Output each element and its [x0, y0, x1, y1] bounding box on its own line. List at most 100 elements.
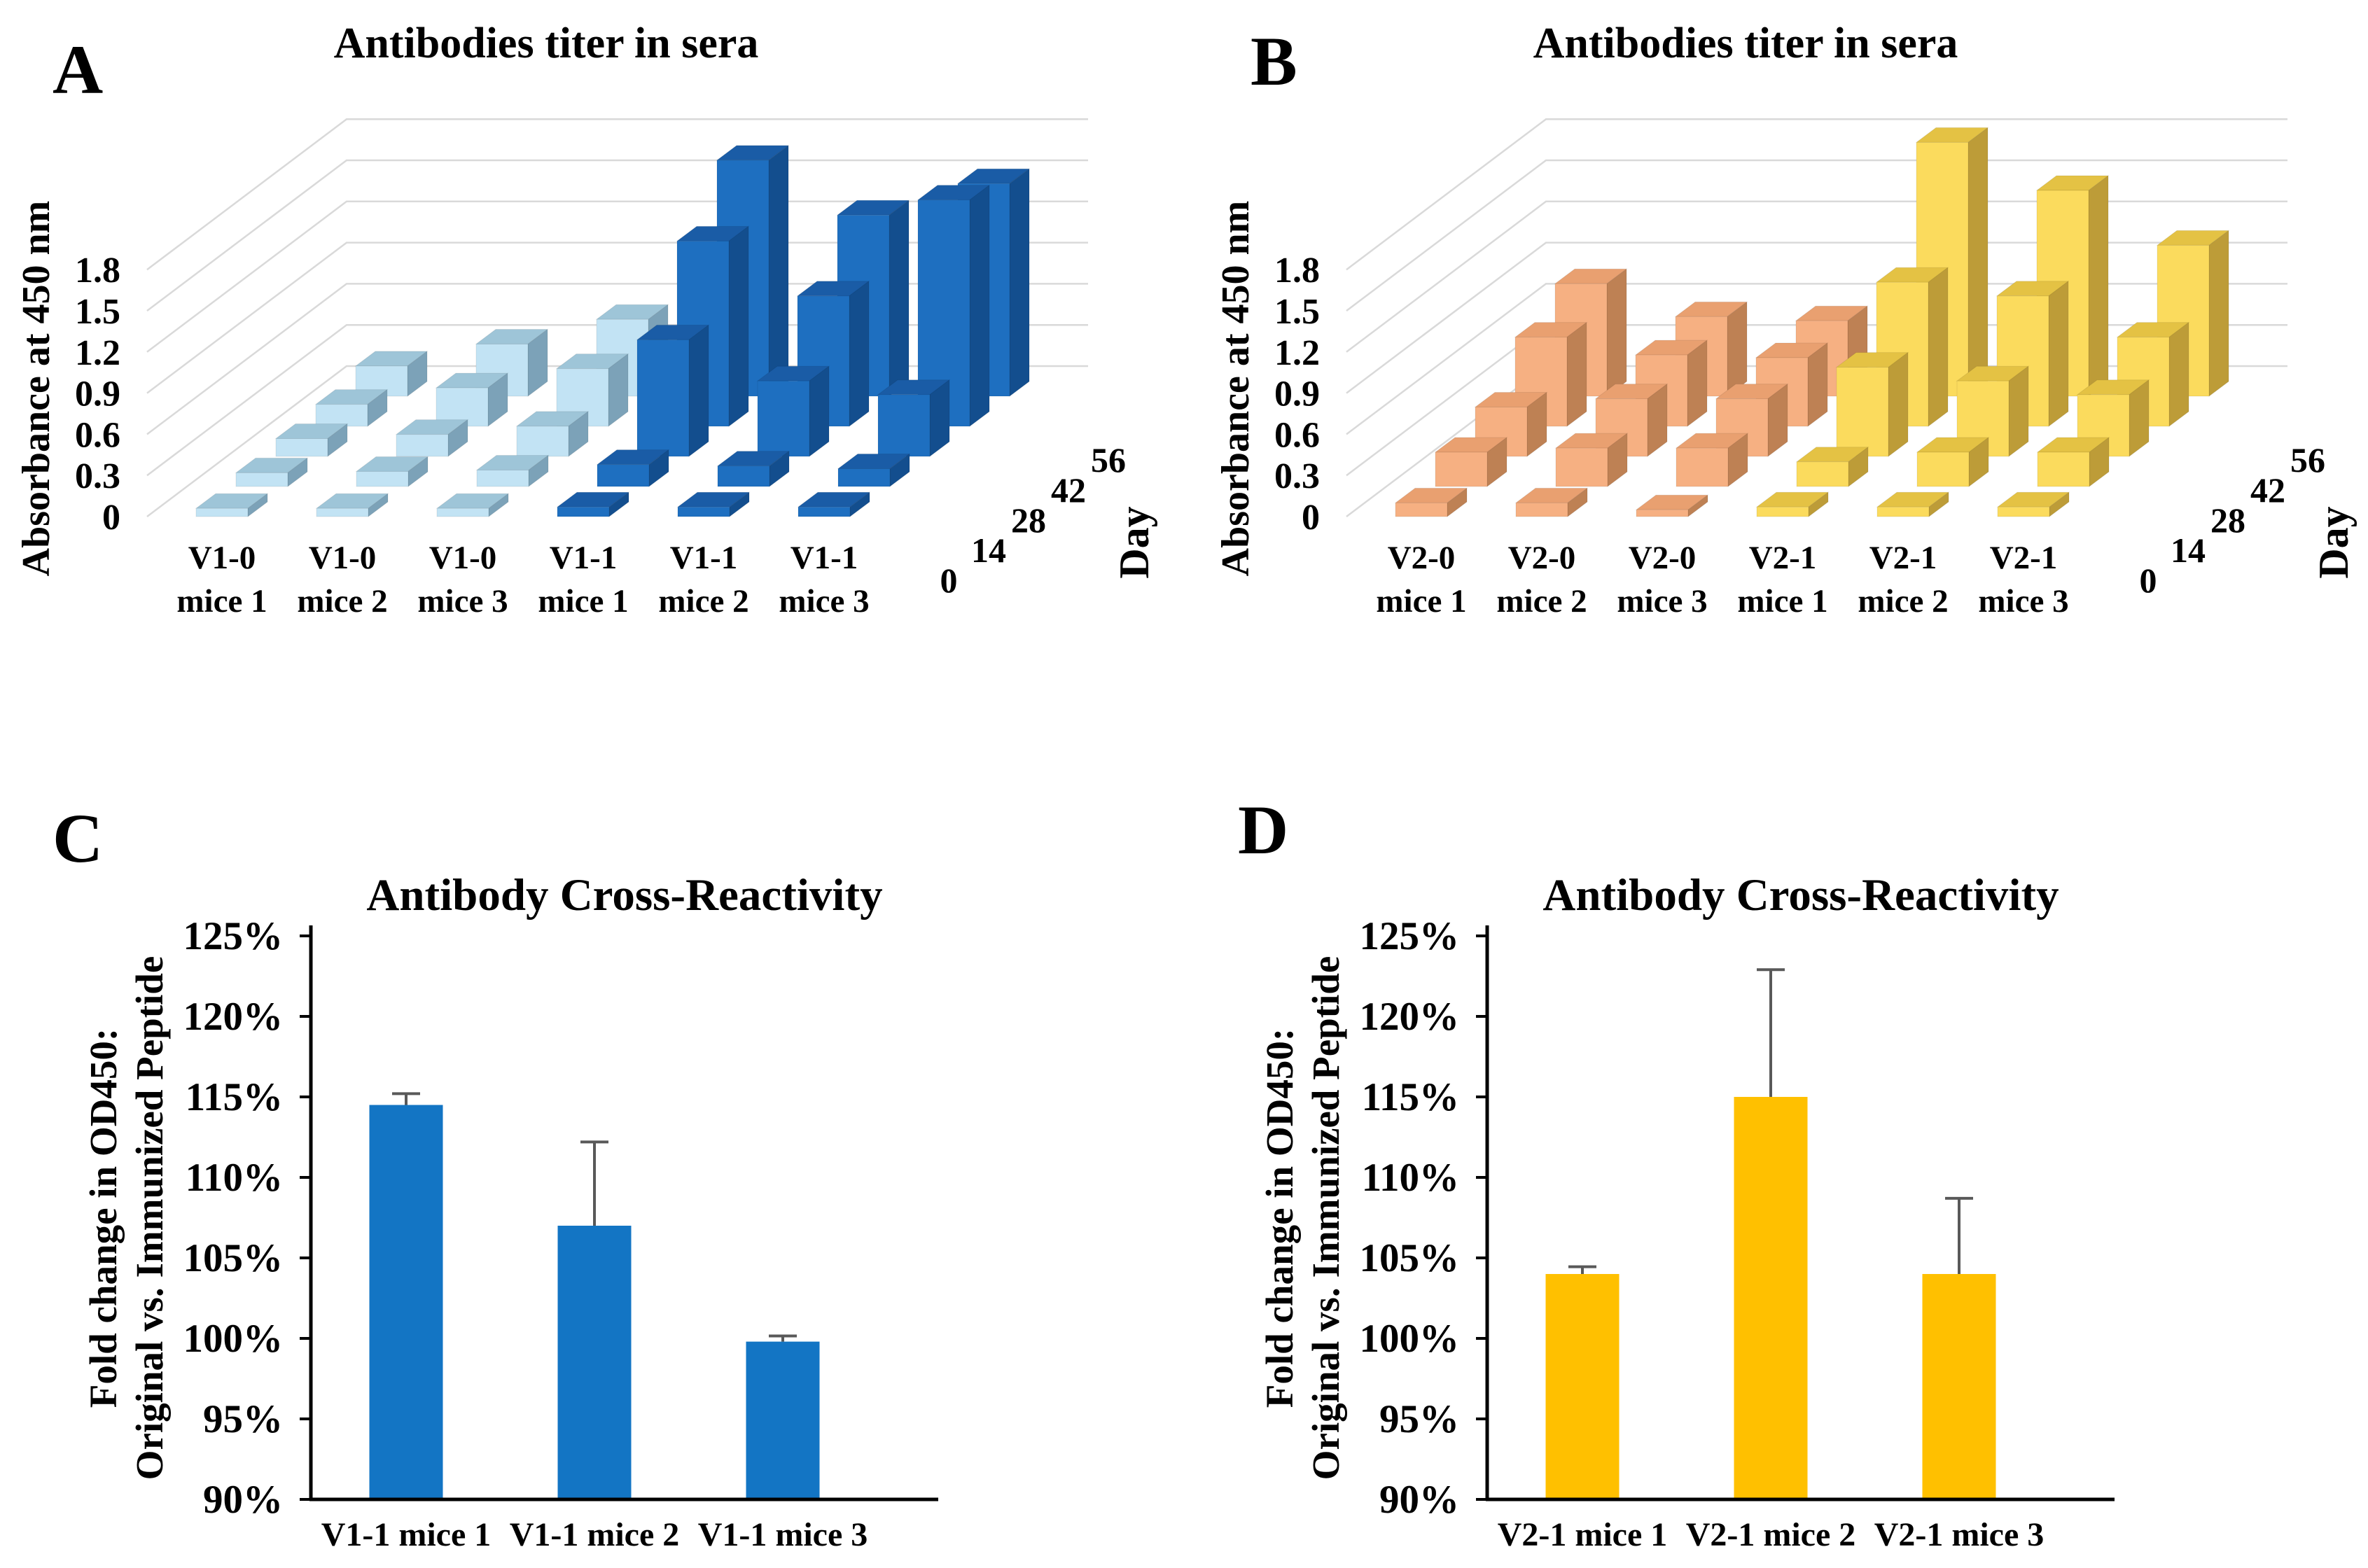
- chart-a-bar: [717, 465, 770, 487]
- chart-a-bar-side: [809, 365, 830, 457]
- chart-c-category-label: V1-1 mice 3: [698, 1516, 868, 1553]
- chart-b-bar: [1836, 367, 1889, 457]
- chart-b-bar: [1636, 509, 1689, 517]
- chart-a-bar: [677, 506, 730, 517]
- chart-c-ytick-label: 120%: [183, 995, 284, 1039]
- chart-b-category-label: V2-0: [1388, 540, 1456, 576]
- chart-a-bar-side: [1009, 168, 1030, 397]
- chart-a-bar: [195, 507, 249, 517]
- chart-c-bar: [557, 1226, 632, 1499]
- chart-a-bar: [476, 469, 529, 487]
- chart-a-bar: [316, 507, 369, 517]
- chart-d-category-label: V2-1 mice 1: [1498, 1516, 1668, 1553]
- chart-b-bar-side: [1967, 127, 1989, 397]
- chart-a-category-label: mice 1: [176, 583, 267, 620]
- chart-b-ytick-label: 0.3: [1274, 456, 1320, 496]
- chart-b-ytick-label: 1.8: [1274, 251, 1320, 290]
- chart-b-ytick-label: 1.5: [1274, 292, 1320, 332]
- chart-b-bar: [1916, 451, 1970, 487]
- chart-c-bar: [369, 1105, 443, 1499]
- chart-c-ytick-label: 105%: [183, 1236, 284, 1280]
- chart-a-gridline: [146, 200, 1088, 353]
- chart-b-bar-side: [1807, 342, 1828, 427]
- chart-c-ytick-label: 100%: [183, 1317, 284, 1361]
- chart-d-ytick-label: 105%: [1360, 1236, 1460, 1280]
- chart-b-ytick-label: 0: [1302, 498, 1320, 538]
- chart-c-ytick-label: 125%: [183, 914, 284, 958]
- chart-a-bar: [557, 506, 610, 517]
- chart-d-category-label: V2-1 mice 2: [1686, 1516, 1856, 1553]
- chart-c-y-axis-title: Fold change in OD450:: [82, 1028, 125, 1408]
- chart-d-title: Antibody Cross-Reactivity: [1542, 870, 2059, 920]
- chart-c-category-label: V1-1 mice 2: [510, 1516, 680, 1553]
- chart-a-bar-side: [768, 144, 789, 397]
- chart-d-ytick-label: 90%: [1379, 1478, 1459, 1522]
- chart-a-category-label: mice 1: [538, 583, 628, 620]
- chart-a-ytick-label: 0.9: [75, 374, 120, 414]
- chart-a-day-tick-label: 28: [1011, 500, 1046, 540]
- chart-b-bar: [1796, 461, 1849, 487]
- chart-b-bar: [1555, 447, 1608, 487]
- chart-b-bar: [2037, 451, 2090, 487]
- chart-a-category-label: V1-0: [188, 540, 256, 576]
- chart-d-ytick-label: 100%: [1360, 1317, 1460, 1361]
- chart-a-bar: [636, 339, 690, 457]
- chart-b-bar-side: [1888, 351, 1909, 457]
- chart-b-day-tick-label: 14: [2171, 531, 2206, 570]
- chart-d-ytick-label: 110%: [1362, 1156, 1459, 1200]
- chart-b-bar: [1756, 506, 1809, 517]
- chart-a-bar: [356, 470, 409, 487]
- chart-b-category-label: mice 2: [1496, 583, 1587, 620]
- chart-b-bar: [1876, 506, 1930, 517]
- chart-a-bar-side: [849, 280, 870, 427]
- chart-a-category-label: V1-1: [791, 540, 858, 576]
- chart-a-day-axis-title: Day: [1111, 506, 1157, 578]
- chart-b-day-tick-label: 28: [2210, 500, 2245, 540]
- chart-b-ytick-label: 0.6: [1274, 415, 1320, 455]
- chart-a-bar: [837, 468, 891, 487]
- chart-b-day-tick-label: 56: [2290, 440, 2325, 479]
- chart-b-ytick-label: 0.9: [1274, 374, 1320, 414]
- chart-a-category-label: mice 3: [779, 583, 869, 620]
- chart-a-category-label: mice 3: [417, 583, 508, 620]
- chart-a-title: Antibodies titer in sera: [334, 20, 759, 67]
- chart-b-bar-side: [2048, 280, 2069, 427]
- chart-a-bar: [597, 464, 650, 487]
- chart-c-ytick-label: 95%: [203, 1397, 283, 1441]
- chart-a-bar: [235, 472, 288, 487]
- panel-letter-b: B: [1251, 22, 1297, 100]
- chart-b-bar-side: [1928, 267, 1949, 427]
- chart-d-category-label: V2-1 mice 3: [1874, 1516, 2045, 1553]
- chart-b-bar-side: [2088, 175, 2109, 397]
- chart-d-ytick-label: 125%: [1360, 914, 1460, 958]
- chart-b-category-label: mice 1: [1737, 583, 1827, 620]
- chart-b-y-axis-title: Absorbance at 450 nm: [1214, 201, 1258, 577]
- chart-b-bar: [1435, 451, 1488, 487]
- chart-d-ytick-label: 95%: [1379, 1397, 1459, 1441]
- chart-a-gridline: [146, 118, 1088, 271]
- chart-b-bar: [1515, 502, 1568, 517]
- chart-b-day-axis-title: Day: [2311, 506, 2357, 578]
- chart-a-bar: [315, 404, 368, 427]
- chart-a-bar: [798, 506, 851, 517]
- chart-b-bar-side: [1727, 301, 1748, 397]
- chart-c-bar: [746, 1341, 820, 1499]
- chart-c-category-label: V1-1 mice 1: [321, 1516, 492, 1553]
- panel-letter-c: C: [53, 799, 104, 877]
- chart-b-gridline: [1346, 118, 2287, 271]
- chart-a-ytick-label: 0: [102, 498, 120, 538]
- panel-letter-d: D: [1238, 791, 1289, 869]
- chart-a-category-label: V1-0: [429, 540, 497, 576]
- chart-b-category-label: V2-0: [1629, 540, 1697, 576]
- chart-a-ytick-label: 1.5: [75, 292, 120, 332]
- chart-a-category-label: V1-0: [309, 540, 377, 576]
- chart-d-bar: [1545, 1274, 1620, 1499]
- chart-d-ytick-label: 115%: [1362, 1075, 1459, 1119]
- chart-a-category-label: mice 2: [297, 583, 387, 620]
- chart-a-day-tick-label: 56: [1091, 440, 1126, 479]
- chart-b-bar: [1395, 502, 1448, 517]
- chart-d-y-axis-title: Fold change in OD450:: [1258, 1028, 1301, 1408]
- chart-b-ytick-label: 1.2: [1274, 333, 1320, 373]
